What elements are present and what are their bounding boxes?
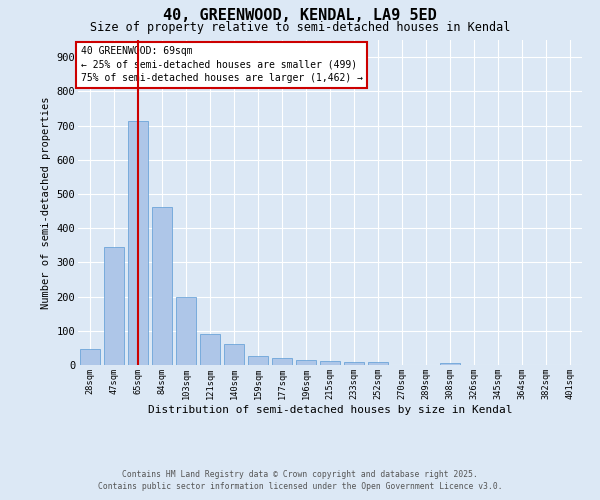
Bar (296, 360, 316, 365)
Bar (272, 358, 292, 365)
Bar (440, 364, 460, 365)
Text: 40 GREENWOOD: 69sqm
← 25% of semi-detached houses are smaller (499)
75% of semi-: 40 GREENWOOD: 69sqm ← 25% of semi-detach… (80, 46, 362, 83)
Bar (368, 362, 388, 365)
X-axis label: Distribution of semi-detached houses by size in Kendal: Distribution of semi-detached houses by … (148, 405, 512, 415)
Text: Size of property relative to semi-detached houses in Kendal: Size of property relative to semi-detach… (90, 21, 510, 34)
Bar (224, 344, 244, 365)
Bar (80, 349, 100, 365)
Text: Contains HM Land Registry data © Crown copyright and database right 2025.
Contai: Contains HM Land Registry data © Crown c… (98, 470, 502, 491)
Bar (248, 356, 268, 365)
Bar (152, 206, 172, 365)
Bar (320, 361, 340, 365)
Bar (104, 248, 124, 365)
Bar (176, 297, 196, 365)
Bar (200, 334, 220, 365)
Bar (344, 362, 364, 365)
Y-axis label: Number of semi-detached properties: Number of semi-detached properties (41, 96, 51, 308)
Bar (128, 122, 148, 365)
Text: 40, GREENWOOD, KENDAL, LA9 5ED: 40, GREENWOOD, KENDAL, LA9 5ED (163, 8, 437, 22)
